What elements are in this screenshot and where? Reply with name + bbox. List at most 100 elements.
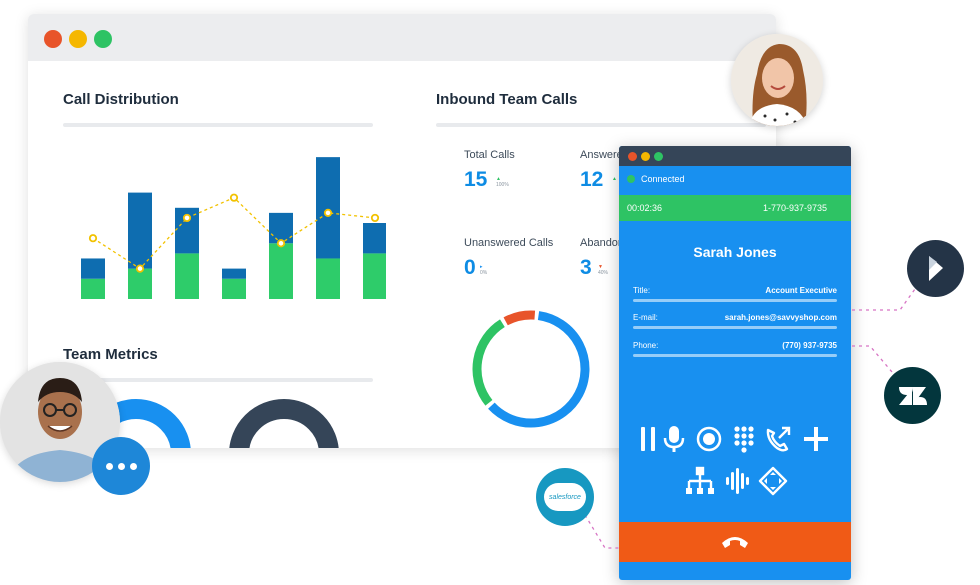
trend-point-6 [323,208,333,217]
pause-icon[interactable] [633,424,663,454]
chat-bubble-icon[interactable] [92,437,150,495]
stat-unanswered-label: Unanswered Calls [464,237,554,249]
hangup-icon [722,537,748,548]
bar-segment-answered-4 [222,278,246,299]
inbound-team-calls-title: Inbound Team Calls [436,91,578,108]
stat-unanswered-delta: ▸ 0% [480,264,487,276]
bar-segment-other-5 [269,212,293,244]
call-number: 1-770-937-9735 [762,203,827,213]
bar-segment-answered-2 [128,268,152,299]
microphone-icon[interactable] [659,424,689,454]
trend-point-2 [135,264,145,273]
delta-text: 100% [496,182,509,188]
agent-avatar-woman [731,34,823,126]
stat-answered-delta: ▲ [612,176,617,182]
salesforce-logo[interactable]: salesforce [536,468,594,526]
contact-field-phone: Phone: (770) 937-9735 [633,341,837,359]
voicemail-icon[interactable] [723,466,753,496]
ellipsis-dot [129,462,137,470]
bar-segment-other-6 [316,157,340,259]
trend-flat-icon: ▸ [480,264,483,270]
connection-status: Connected [627,174,685,184]
trend-point-4 [229,193,239,202]
active-call-bar: 00:02:36 1-770-937-9735 [619,195,851,221]
bar-segment-other-4 [222,268,246,279]
contact-field-title: Title: Account Executive [633,286,837,304]
team-metric-donut [88,399,191,448]
trend-point-3 [182,213,192,223]
field-divider [633,354,837,357]
contact-field-email: E-mail: sarah.jones@savvyshop.com [633,313,837,331]
donut-slice-2 [472,319,505,406]
minimize-window-button[interactable] [69,30,87,48]
bar-segment-other-1 [81,258,105,279]
section-divider [63,123,373,127]
stat-abandoned-delta: ▼ 40% [598,264,608,276]
transfer-call-icon[interactable] [763,424,793,454]
field-divider [633,326,837,329]
bar-segment-answered-7 [363,253,386,299]
move-icon[interactable] [758,466,788,496]
inbound-calls-donut [472,310,590,428]
softphone-widget: Connected 00:02:36 1-770-937-9735 Sarah … [619,146,851,580]
softphone-titlebar [619,146,851,166]
connection-status-text: Connected [641,174,685,184]
field-divider [633,299,837,302]
stat-abandoned-value: 3 [580,256,592,279]
bar-segment-answered-3 [175,253,199,299]
stat-unanswered-value: 0 [464,256,476,279]
stat-total-calls-label: Total Calls [464,149,515,161]
bar-segment-answered-1 [81,278,105,299]
bar-segment-answered-5 [269,243,293,299]
team-metrics-title: Team Metrics [63,346,158,363]
stat-abandoned-label: Abandor [580,237,622,249]
bar-segment-other-7 [363,223,386,254]
zendesk-icon [899,387,927,405]
field-label: Title: [633,286,651,295]
hangup-button[interactable] [619,522,851,562]
stat-answered-label: Answere [580,149,623,161]
trend-down-icon: ▼ [598,264,603,270]
dynamics-icon [929,256,943,281]
field-label: Phone: [633,341,659,350]
caller-name: Sarah Jones [693,244,777,260]
stat-answered-value: 12 [580,168,604,191]
section-divider [436,123,766,127]
status-dot-icon [627,175,635,183]
stat-total-calls-value: 15 [464,168,488,191]
trend-up-icon: ▲ [612,176,617,182]
donut-slice-1 [488,311,590,428]
close-window-button[interactable] [44,30,62,48]
bar-segment-other-2 [128,192,152,269]
trend-up-icon: ▲ [496,176,501,182]
delta-text: 40% [598,270,609,276]
add-icon[interactable] [801,424,831,454]
microsoft-dynamics-logo[interactable] [907,240,964,297]
conference-icon[interactable] [685,466,715,496]
maximize-window-button[interactable] [94,30,112,48]
trend-point-7 [370,213,380,223]
call-distribution-title: Call Distribution [63,91,179,108]
stat-total-calls-delta: ▲ 100% [496,176,509,188]
record-icon[interactable] [694,424,724,454]
call-timer: 00:02:36 [627,203,663,213]
salesforce-wordmark: salesforce [549,493,581,501]
field-label: E-mail: [633,313,658,322]
team-metrics-donuts [88,399,339,448]
softphone-minimize-button[interactable] [641,152,650,161]
donut-slice-3 [503,310,536,326]
zendesk-logo[interactable] [884,367,941,424]
keypad-icon[interactable] [729,424,759,454]
section-divider [63,378,373,382]
salesforce-cloud-icon: salesforce [544,483,586,511]
ellipsis-dot [117,462,125,470]
team-metric-donut [229,399,339,448]
field-value: (770) 937-9735 [782,341,837,350]
call-distribution-chart [81,157,386,299]
field-value: sarah.jones@savvyshop.com [724,313,837,322]
softphone-maximize-button[interactable] [654,152,663,161]
trend-point-5 [276,239,286,248]
softphone-close-button[interactable] [628,152,637,161]
window-titlebar [28,14,776,61]
